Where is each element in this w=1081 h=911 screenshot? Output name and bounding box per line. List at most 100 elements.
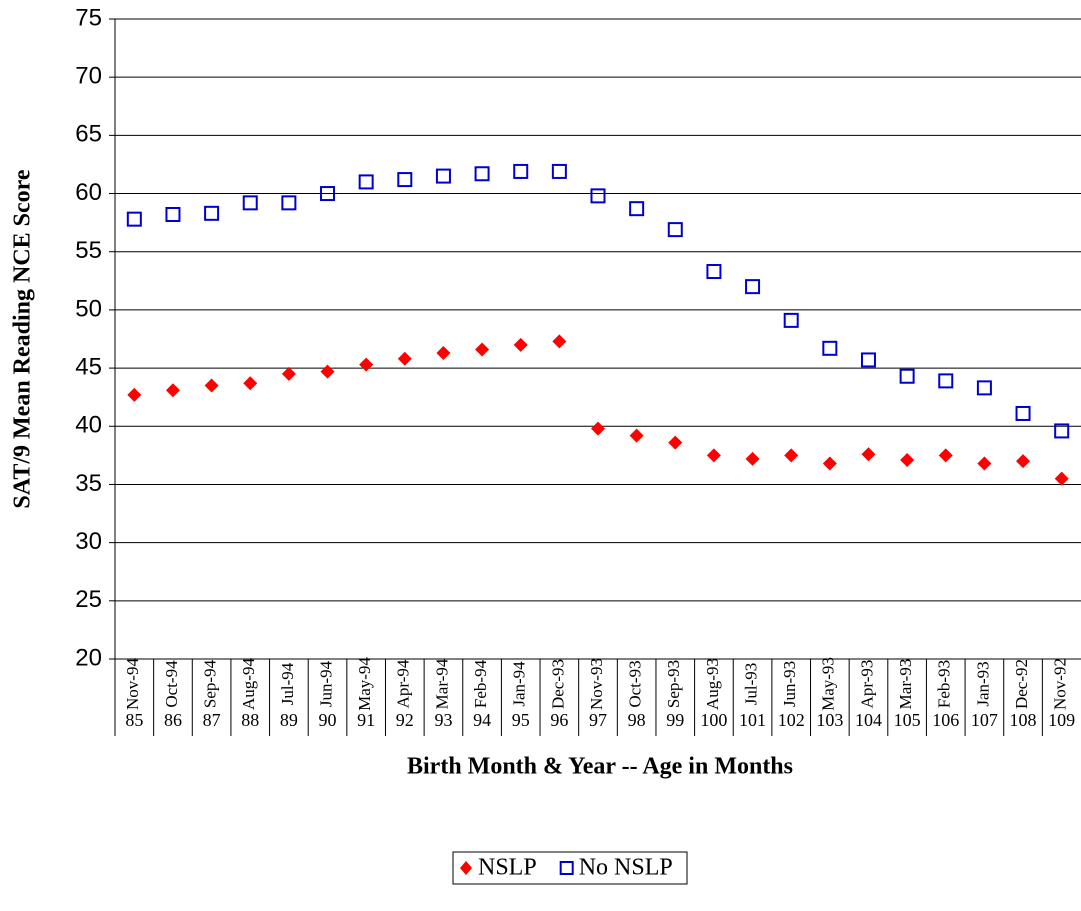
data-point <box>436 345 451 360</box>
data-point <box>397 351 412 366</box>
age-label: 87 <box>203 710 221 730</box>
data-point <box>1054 471 1069 486</box>
y-tick-label: 30 <box>75 528 102 555</box>
x-tick-label: Dec-93 <box>548 659 567 709</box>
x-tick-label: Jun-93 <box>780 661 799 707</box>
age-label: 89 <box>280 710 298 730</box>
x-tick-label: Apr-93 <box>857 660 876 709</box>
data-point <box>281 366 296 381</box>
data-point <box>667 222 683 238</box>
x-tick-label: Nov-94 <box>123 658 142 710</box>
data-point <box>397 172 413 188</box>
x-tick-label: Sep-94 <box>201 659 220 708</box>
data-point <box>591 421 605 436</box>
legend-marker <box>559 861 574 875</box>
age-label: 99 <box>666 710 684 730</box>
x-tick-label: Oct-94 <box>162 660 181 708</box>
age-label: 97 <box>589 710 607 730</box>
x-tick-label: Oct-93 <box>626 660 645 707</box>
x-tick-label: Aug-93 <box>703 658 722 710</box>
age-label: 91 <box>357 710 375 730</box>
age-label: 103 <box>816 710 843 730</box>
data-point <box>359 357 374 372</box>
x-tick-label: Mar-94 <box>432 658 451 709</box>
y-tick-label: 65 <box>75 121 102 148</box>
x-tick-label: Nov-93 <box>587 658 606 710</box>
x-tick-label: Jun-94 <box>316 660 335 707</box>
data-point <box>938 448 953 463</box>
age-label: 92 <box>396 710 414 730</box>
age-label: 93 <box>434 710 452 730</box>
data-point <box>204 378 219 393</box>
age-label: 86 <box>164 710 182 730</box>
x-tick-label: Jul-94 <box>278 662 297 705</box>
age-label: 104 <box>855 710 882 730</box>
data-point <box>126 211 142 227</box>
age-label: 98 <box>628 710 646 730</box>
data-point <box>320 186 336 202</box>
x-axis-title: Birth Month & Year -- Age in Months <box>407 754 793 780</box>
x-tick-label: May-93 <box>819 657 838 711</box>
data-point <box>899 368 915 384</box>
data-point <box>435 168 451 184</box>
data-point <box>900 453 915 468</box>
data-point <box>513 337 528 352</box>
x-tick-label: Feb-94 <box>471 659 490 708</box>
legend-label: No NSLP <box>579 855 673 881</box>
data-point <box>784 448 799 463</box>
age-label: 96 <box>550 710 568 730</box>
data-point <box>1015 405 1031 421</box>
x-tick-label: Nov-92 <box>1051 658 1070 710</box>
y-tick-label: 45 <box>75 353 102 380</box>
y-tick-label: 20 <box>75 644 102 671</box>
data-point <box>629 201 645 217</box>
data-point <box>706 264 722 280</box>
x-tick-label: Jul-93 <box>741 663 760 706</box>
data-point <box>204 205 220 221</box>
legend-marker <box>460 861 472 875</box>
age-label: 90 <box>319 710 337 730</box>
age-label: 88 <box>241 710 259 730</box>
x-tick-label: Jan-94 <box>510 661 529 707</box>
data-point <box>242 195 258 211</box>
data-point <box>358 174 374 190</box>
x-tick-label: Apr-94 <box>394 659 413 708</box>
data-point <box>552 334 567 349</box>
data-point <box>165 206 181 222</box>
x-tick-label: Dec-92 <box>1012 659 1031 709</box>
data-point <box>977 456 992 471</box>
data-point <box>281 195 297 211</box>
y-tick-label: 60 <box>75 179 102 206</box>
age-label: 95 <box>512 710 530 730</box>
y-tick-label: 35 <box>75 470 102 497</box>
data-point <box>243 376 258 391</box>
x-tick-label: Aug-94 <box>239 658 258 710</box>
legend-box <box>452 851 688 885</box>
age-label: 107 <box>971 710 998 730</box>
data-point <box>1016 454 1031 469</box>
data-point <box>861 447 876 462</box>
x-tick-label: Feb-93 <box>935 660 954 708</box>
y-axis-title: SAT/9 Mean Reading NCE Score <box>10 169 36 508</box>
data-point <box>320 364 335 379</box>
y-tick-label: 55 <box>75 237 102 264</box>
y-tick-label: 40 <box>75 412 102 439</box>
data-point <box>860 352 876 368</box>
age-label: 85 <box>125 710 143 730</box>
y-tick-label: 70 <box>75 63 102 90</box>
data-point <box>127 387 142 402</box>
data-point <box>1054 423 1070 439</box>
y-tick-label: 75 <box>75 4 102 31</box>
data-point <box>551 163 567 179</box>
data-point <box>513 163 529 179</box>
age-label: 105 <box>894 710 921 730</box>
data-point <box>938 373 954 389</box>
data-point <box>668 435 683 450</box>
data-point <box>590 188 606 204</box>
x-tick-label: May-94 <box>355 657 374 711</box>
data-point <box>475 342 490 357</box>
age-label: 94 <box>473 710 491 730</box>
data-point <box>629 428 644 443</box>
age-label: 101 <box>739 710 766 730</box>
